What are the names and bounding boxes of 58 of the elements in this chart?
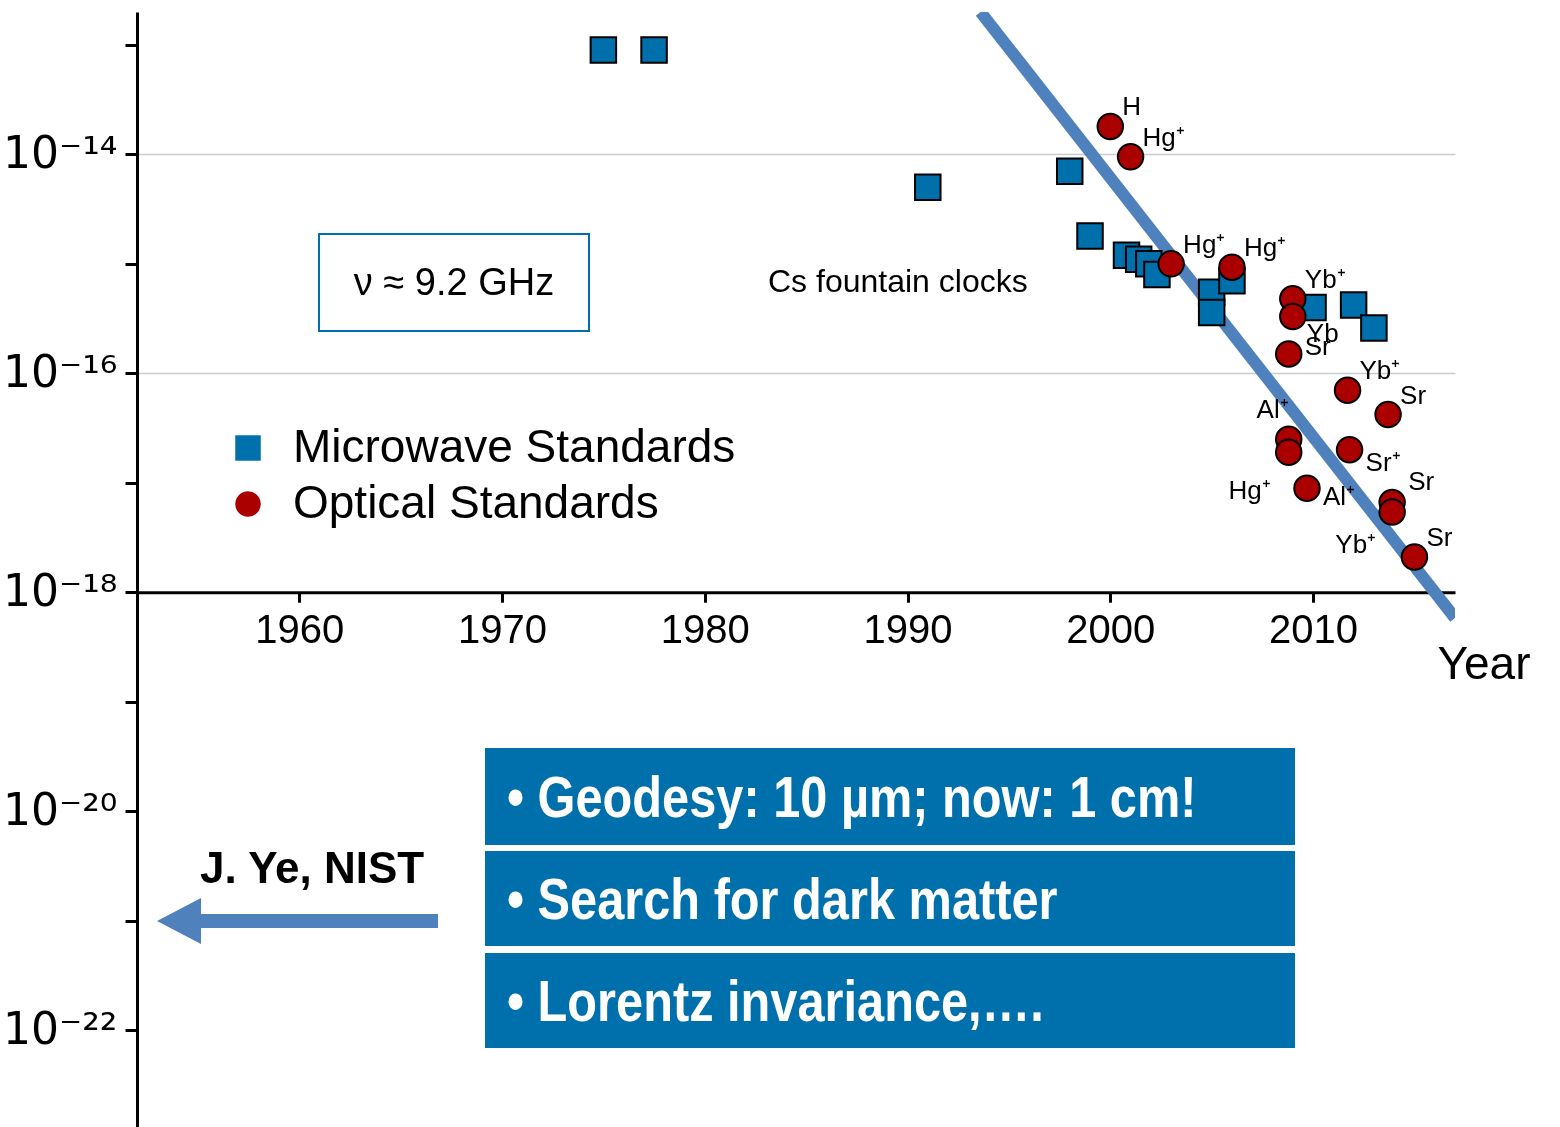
annotation: • Lorentz invariance,…. (507, 967, 1044, 1034)
annotation: • Geodesy: 10 µm; now: 1 cm! (507, 763, 1197, 830)
annotation: • Search for dark matter (507, 865, 1058, 932)
data-label: Sr⁺ (1365, 446, 1401, 477)
point (1400, 543, 1429, 571)
annotation: Cs fountain clocks (768, 263, 1028, 299)
data-label: Yb⁺ (1304, 263, 1346, 294)
data-label: H (1122, 91, 1142, 122)
y-tick-label: 10⁻²⁰ (3, 783, 118, 835)
point (1335, 436, 1364, 464)
data-label: Hg⁺ (1243, 232, 1287, 263)
point (1293, 474, 1321, 503)
point (1360, 314, 1388, 342)
data-label: Hg⁺ (1142, 121, 1185, 152)
annotation: ν ≈ 9.2 GHz (353, 261, 555, 304)
point (914, 173, 942, 202)
legend-label: Microwave Standards (293, 420, 736, 472)
point (1279, 302, 1307, 331)
y-tick-label: 10⁻¹⁸ (3, 564, 118, 616)
data-label: Al⁺ (1322, 481, 1356, 512)
point (1274, 438, 1303, 466)
annotation: J. Ye, NIST (200, 843, 425, 892)
data-label: Sr (1400, 379, 1427, 410)
point (1096, 112, 1125, 141)
point (1274, 340, 1303, 368)
point (1378, 498, 1406, 526)
x-axis-title: Year (1437, 636, 1531, 689)
data-label: Hg⁺ (1228, 475, 1271, 506)
x-tick-label: 1960 (255, 606, 345, 651)
x-tick-label: 1990 (863, 606, 953, 651)
x-tick-label: 1970 (457, 606, 547, 651)
text-panel: ν ≈ 9.2 GHz (318, 233, 590, 332)
text-panel: • Lorentz invariance,…. (485, 953, 1295, 1048)
point (589, 36, 618, 64)
point (1339, 291, 1368, 319)
point (1055, 157, 1084, 186)
point (1076, 222, 1104, 250)
y-tick-label: 10⁻²² (3, 1002, 118, 1054)
x-tick-label: 2010 (1269, 606, 1359, 651)
data-label: Sr (1426, 521, 1453, 552)
point (1374, 400, 1402, 429)
y-tick-label: 10⁻¹⁴ (3, 126, 118, 178)
x-tick-label: 2000 (1066, 606, 1156, 651)
data-label: Hg⁺ (1183, 228, 1226, 259)
legend-label: Optical Standards (293, 476, 659, 528)
text-panel: • Search for dark matter (485, 851, 1295, 946)
data-label: Al⁺ (1256, 394, 1289, 425)
point (1197, 298, 1226, 327)
data-label: Sr (1408, 465, 1435, 496)
text-panel: • Geodesy: 10 µm; now: 1 cm! (485, 748, 1295, 845)
point (1333, 376, 1362, 404)
data-label: Yb⁺ (1335, 529, 1377, 560)
point (640, 36, 668, 64)
point (1116, 143, 1145, 171)
point (1157, 250, 1185, 278)
data-label: Yb⁺ (1359, 355, 1401, 386)
y-tick-label: 10⁻¹⁶ (3, 345, 118, 397)
x-tick-label: 1980 (660, 606, 750, 651)
